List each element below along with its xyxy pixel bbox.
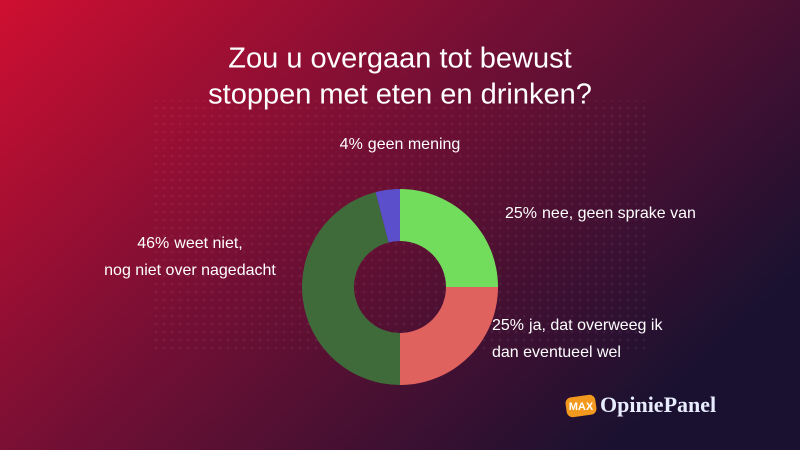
logo-badge — [565, 394, 597, 418]
chart-title: Zou u overgaan tot bewust — [228, 43, 571, 75]
data-label: 46% weet niet, — [137, 235, 243, 252]
category-label: ja, dat overweeg ik — [528, 317, 663, 334]
logo-badge-text: MAX — [569, 401, 594, 413]
category-label: nog niet over nagedacht — [104, 262, 276, 279]
data-label: 4% geen mening — [340, 136, 461, 153]
data-label: 25% nee, geen sprake van — [505, 205, 696, 222]
chart-title: stoppen met eten en drinken? — [208, 79, 592, 111]
donut-segment — [400, 287, 498, 385]
category-label: geen mening — [368, 136, 461, 153]
donut-segment — [400, 189, 498, 287]
category-label: dan eventueel wel — [492, 344, 621, 361]
value-label: 25% — [505, 205, 537, 222]
value-label: 46% — [137, 235, 169, 252]
donut-segment — [375, 189, 400, 243]
data-label: 25% ja, dat overweeg ik — [492, 317, 663, 334]
category-label: nee, geen sprake van — [542, 205, 696, 222]
category-label: weet niet, — [173, 235, 242, 252]
donut-segment — [302, 192, 400, 385]
logo-name: OpiniePanel — [600, 392, 716, 417]
value-label: 25% — [492, 317, 524, 334]
value-label: 4% — [340, 136, 363, 153]
logo: MAX OpiniePanel — [565, 392, 716, 418]
